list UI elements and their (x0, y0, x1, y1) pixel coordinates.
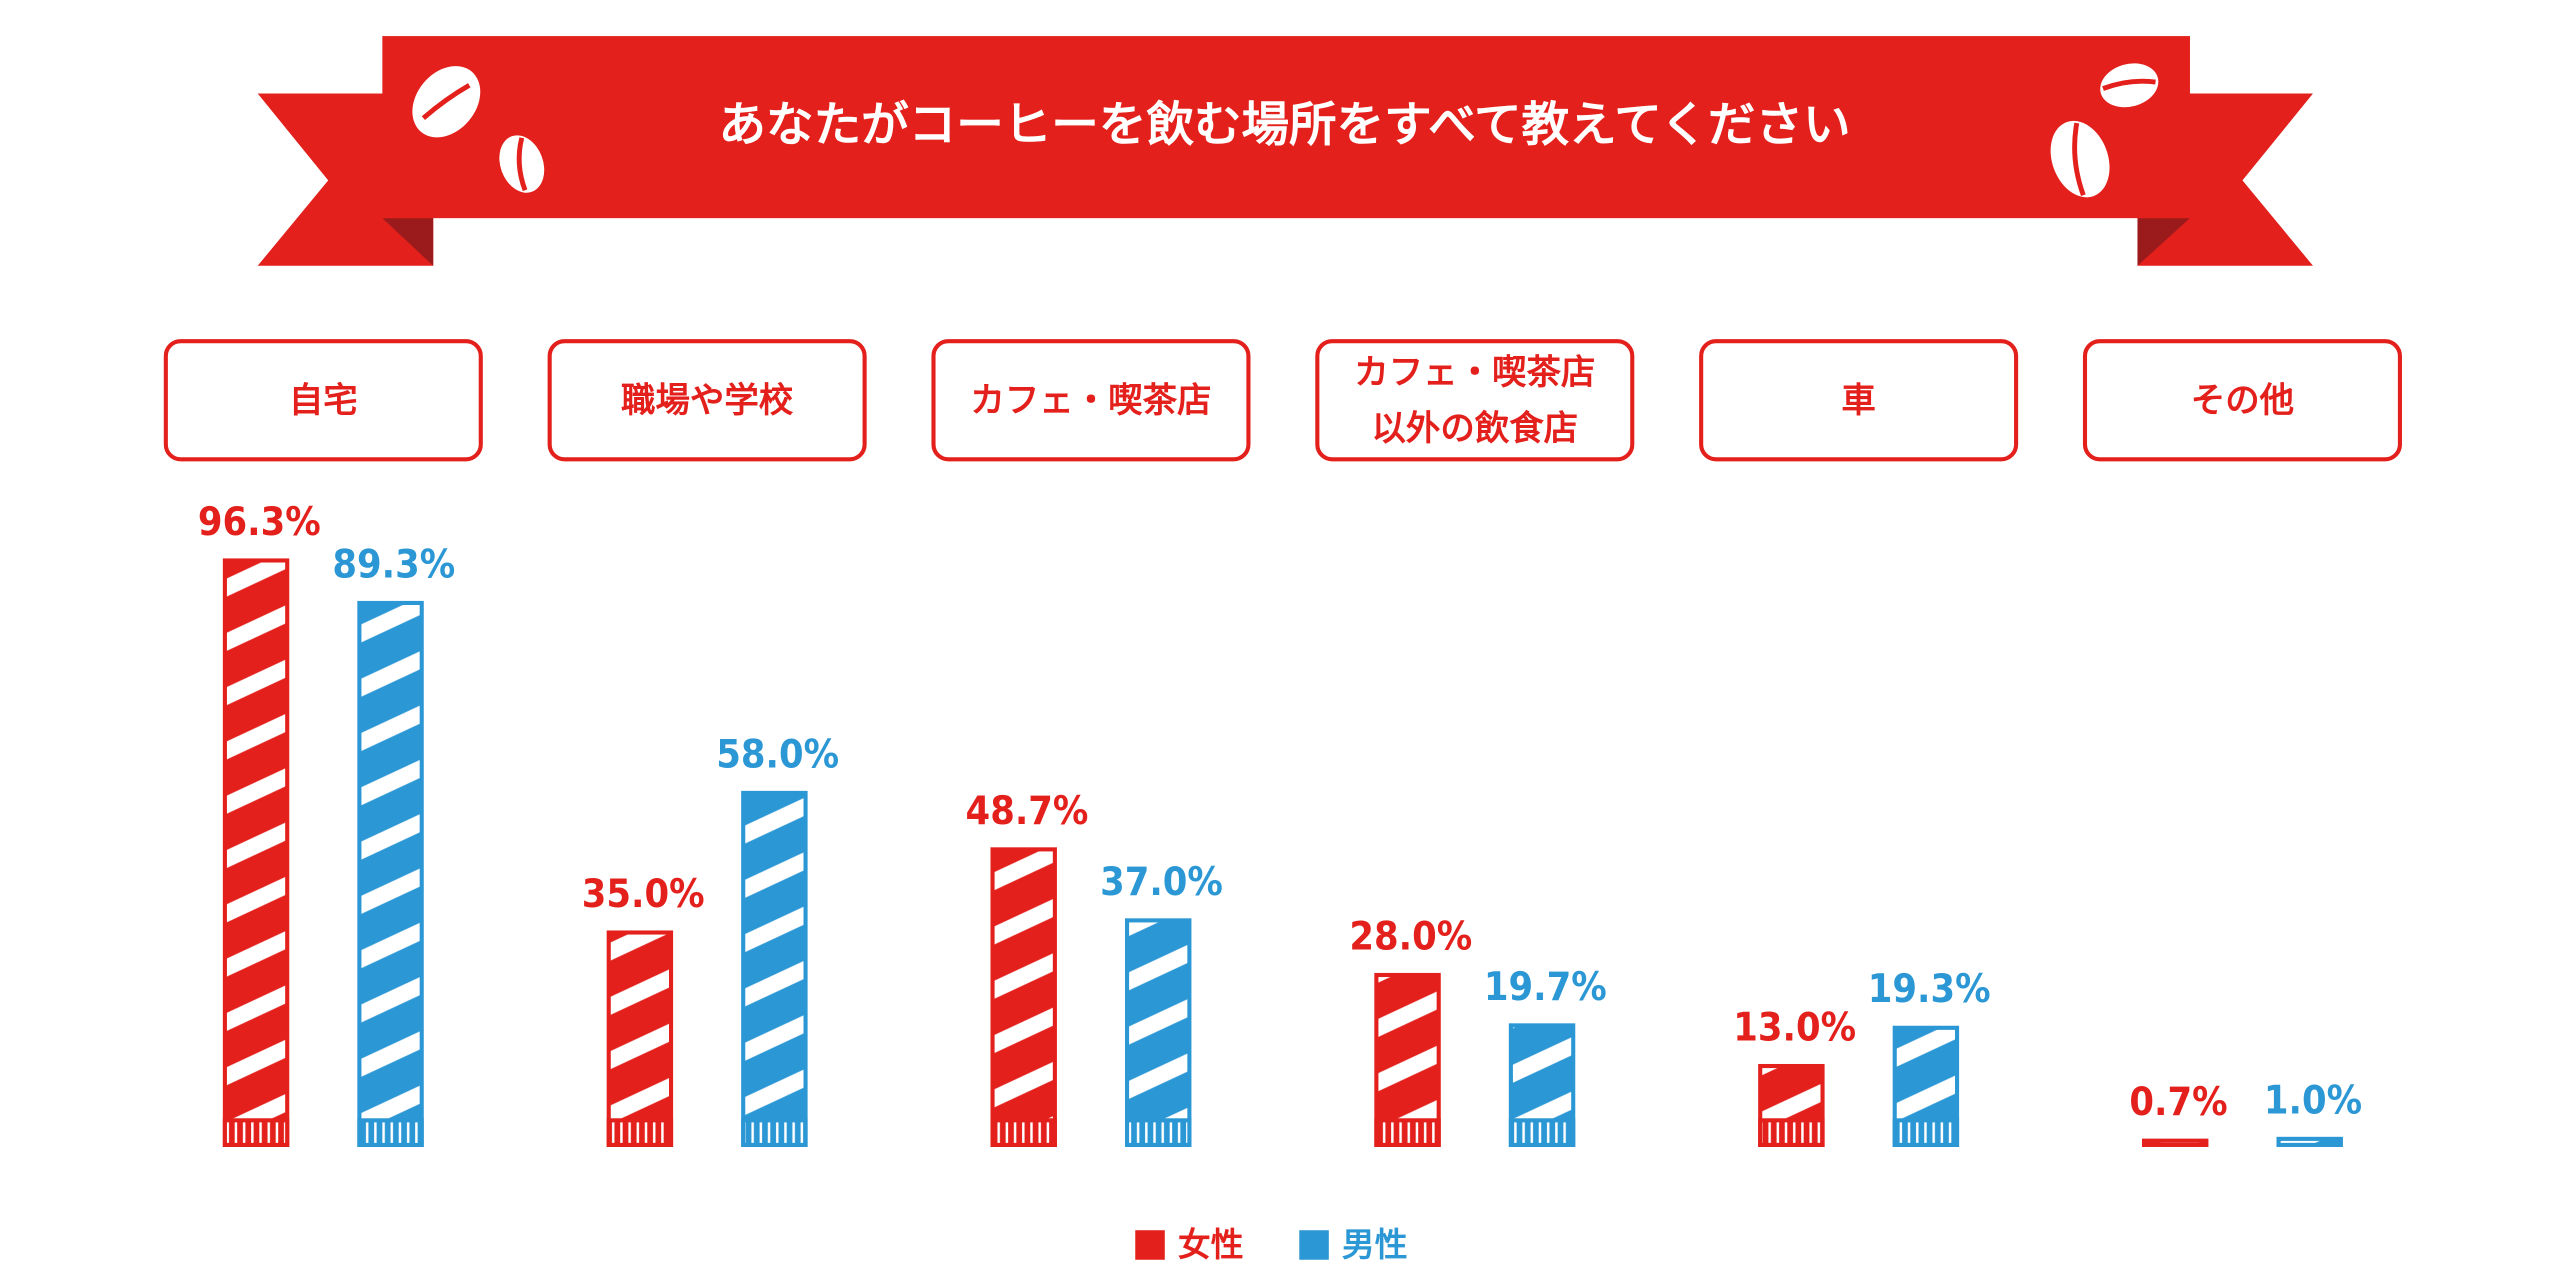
legend-swatch (1135, 1230, 1165, 1260)
bar (1374, 972, 1441, 1147)
category-box (1699, 339, 2019, 462)
category-box (163, 339, 483, 462)
category-label: 車 (1841, 380, 1875, 420)
bar-cap (1508, 1118, 1576, 1147)
bar-cap (1892, 1118, 1960, 1147)
bar (606, 930, 674, 1147)
category-label: カフェ・喫茶店 (970, 380, 1211, 420)
value-label: 89.3% (332, 541, 455, 587)
value-label: 19.3% (1868, 966, 1991, 1012)
bar-cap (1374, 1118, 1441, 1147)
bar (2141, 1138, 2209, 1147)
banner: あなたがコーヒーを飲む場所をすべて教えてください (257, 36, 2313, 266)
bar-cap (741, 1118, 808, 1147)
category-label: 自宅 (289, 380, 358, 420)
chart-title: あなたがコーヒーを飲む場所をすべて教えてください (718, 98, 1850, 153)
category-label: 職場や学校 (621, 380, 794, 420)
bar-cap (357, 1118, 424, 1147)
category-box (547, 339, 867, 462)
ribbon (382, 36, 2190, 219)
category-box (1315, 339, 1635, 462)
value-label: 35.0% (582, 871, 705, 917)
category-label: カフェ・喫茶店以外の飲食店 (1354, 352, 1595, 448)
legend-label: 女性 (1178, 1226, 1244, 1264)
bar (990, 847, 1057, 1147)
coffee-beans (412, 63, 2159, 198)
bar-cap (606, 1118, 674, 1147)
bar-cap (222, 1118, 290, 1147)
value-label: 58.0% (716, 731, 839, 777)
bar-cap (1125, 1118, 1192, 1147)
bar (2276, 1136, 2343, 1147)
value-label: 48.7% (966, 788, 1089, 834)
bar-cap (990, 1118, 1057, 1147)
legend-label: 男性 (1342, 1226, 1408, 1264)
bar (1125, 918, 1192, 1147)
value-label: 28.0% (1349, 913, 1472, 959)
category-box (931, 339, 1251, 462)
value-label: 37.0% (1100, 859, 1223, 905)
value-label: 96.3% (198, 499, 321, 545)
bar (357, 600, 424, 1147)
bar (222, 558, 290, 1147)
legend-swatch (1299, 1230, 1329, 1260)
bar-cap (1758, 1118, 1825, 1147)
value-label: 19.7% (1484, 964, 1607, 1010)
value-label: 1.0% (2264, 1077, 2362, 1123)
bar (741, 790, 808, 1147)
category-label: その他 (2191, 380, 2294, 420)
value-label: 13.0% (1733, 1004, 1856, 1050)
bean-grooves (421, 78, 2156, 197)
category-box (2082, 339, 2402, 462)
value-label: 0.7% (2129, 1079, 2227, 1125)
